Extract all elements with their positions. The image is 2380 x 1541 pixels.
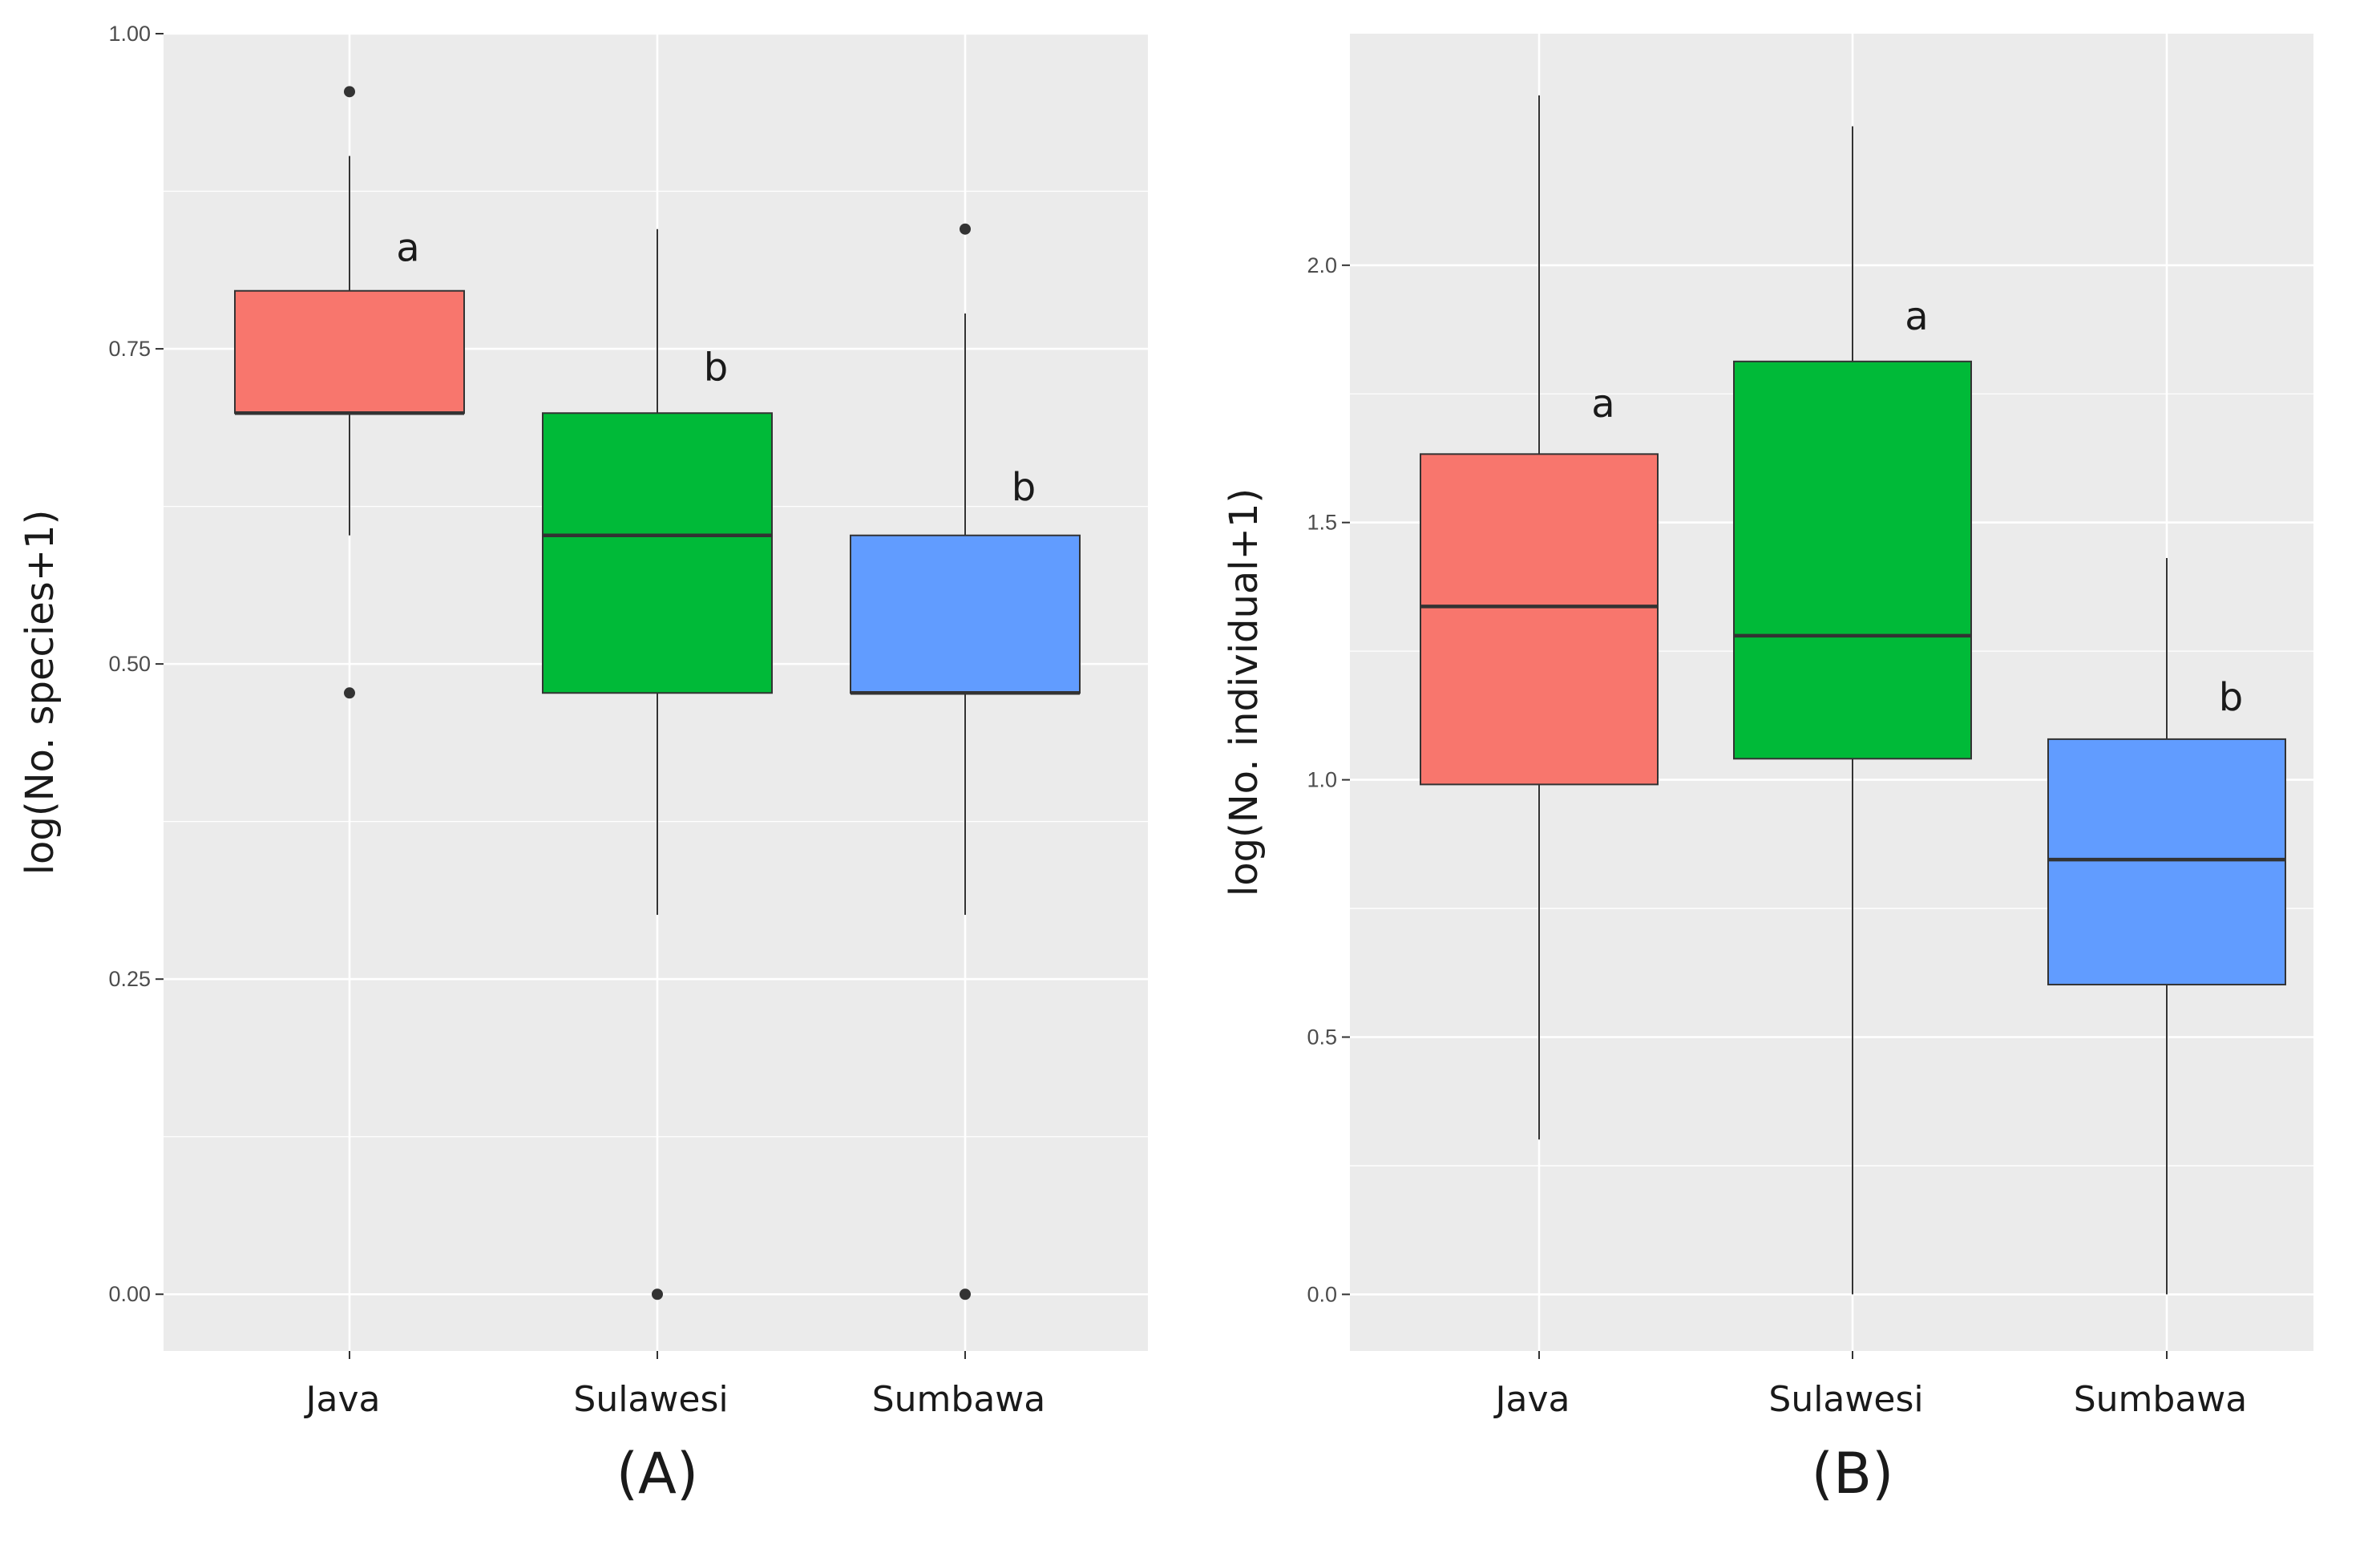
y-tick-label: 1.5 <box>1307 511 1337 535</box>
significance-letter-java: a <box>396 225 419 270</box>
significance-letter-sumbawa: b <box>2219 675 2243 720</box>
x-tick-label-java: Java <box>1493 1379 1570 1420</box>
box-sulawesi <box>1733 360 1972 760</box>
box-java <box>234 289 465 415</box>
chart-panel-b: 0.0 0.5 1.0 1.5 2.0 a Java a Sulawesi b Sumbawa log… <box>1222 34 2313 1507</box>
outlier-point-java <box>344 86 355 98</box>
y-axis-title: log(No. species+1) <box>18 510 63 876</box>
significance-letter-sulawesi: a <box>1905 294 1928 339</box>
panel-label: (A) <box>616 1441 699 1507</box>
y-tick-label: 1.00 <box>108 22 151 46</box>
outlier-point-sumbawa <box>960 1288 971 1300</box>
x-tick-label-sulawesi: Sulawesi <box>573 1379 728 1420</box>
y-tick-label: 0.50 <box>108 652 151 676</box>
x-tick-label-sumbawa: Sumbawa <box>2074 1379 2248 1420</box>
box-java <box>1420 453 1659 786</box>
outlier-point-sumbawa <box>960 223 971 235</box>
x-tick-label-sumbawa: Sumbawa <box>872 1379 1046 1420</box>
y-tick-label: 0.00 <box>108 1282 151 1306</box>
y-tick-label: 0.5 <box>1307 1025 1337 1050</box>
y-tick-label: 0.0 <box>1307 1282 1337 1306</box>
significance-letter-sulawesi: b <box>704 346 728 390</box>
significance-letter-sumbawa: b <box>1012 465 1036 510</box>
box-sulawesi <box>542 412 773 694</box>
y-tick-label: 0.75 <box>108 337 151 361</box>
chart-panel-a: 0.00 0.25 0.50 0.75 1.00 a Java b Sulawesi b Sumba… <box>18 22 1148 1507</box>
box-sumbawa <box>2047 738 2286 986</box>
x-tick-label-sulawesi: Sulawesi <box>1768 1379 1923 1420</box>
y-axis-title: log(No. individual+1) <box>1222 488 1267 896</box>
outlier-point-java <box>344 687 355 699</box>
y-tick-label: 0.25 <box>108 967 151 991</box>
box-sumbawa <box>850 534 1081 694</box>
y-tick-label: 1.0 <box>1307 768 1337 792</box>
outlier-point-sulawesi <box>652 1288 663 1300</box>
panel-label: (B) <box>1812 1441 1894 1507</box>
x-tick-label-java: Java <box>304 1379 381 1420</box>
significance-letter-java: a <box>1591 382 1614 427</box>
y-tick-label: 2.0 <box>1307 253 1337 277</box>
